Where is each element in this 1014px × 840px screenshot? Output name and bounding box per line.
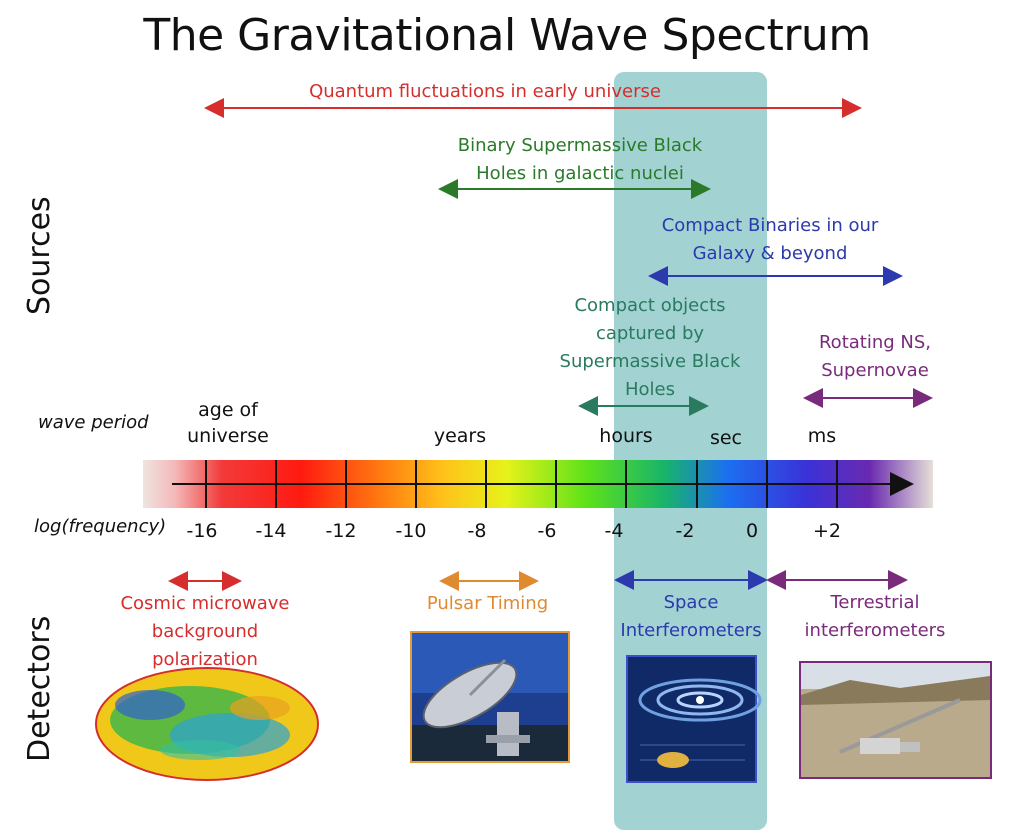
period-hours: hours [599, 425, 653, 447]
cmb-map-image [95, 667, 319, 781]
wave-period-label: wave period [38, 412, 149, 433]
tick-label: -8 [467, 520, 487, 542]
tick-label: -10 [395, 520, 427, 542]
period-sec: sec [709, 427, 743, 449]
detector-terrestrial-label: Terrestrial interferometers [804, 592, 946, 641]
tick-label: -14 [255, 520, 287, 542]
tick-label: -16 [186, 520, 218, 542]
detector-pulsar-label: Pulsar Timing [426, 593, 549, 614]
radio-telescope-image [410, 631, 570, 763]
detector-cmb-label: Cosmic microwave background polarization [120, 593, 290, 670]
period-years: years [433, 425, 487, 447]
tick-label: 0 [745, 520, 759, 542]
log-frequency-label: log(frequency) [34, 516, 167, 537]
tick-label: +2 [812, 520, 841, 542]
tick-label: -4 [604, 520, 624, 542]
tick-label: -6 [537, 520, 557, 542]
source-compact-binaries-label: Compact Binaries in our Galaxy & beyond [661, 215, 879, 264]
source-smbh-label: Binary Supermassive Black Holes in galac… [457, 135, 703, 184]
tick-label: -2 [675, 520, 695, 542]
detector-space-label: Space Interferometers [620, 592, 762, 641]
source-quantum-label: Quantum fluctuations in early universe [309, 81, 661, 102]
tick-label: -12 [325, 520, 357, 542]
page-title: The Gravitational Wave Spectrum [143, 10, 871, 61]
source-rotating-ns-label: Rotating NS, Supernovae [818, 332, 932, 381]
period-ms: ms [807, 425, 837, 447]
terrestrial-detector-image [799, 661, 992, 779]
period-age-of-universe: age of universe [187, 399, 269, 447]
space-interferometer-image [626, 655, 762, 783]
source-emri-label: Compact objects captured by Supermassive… [559, 295, 741, 400]
